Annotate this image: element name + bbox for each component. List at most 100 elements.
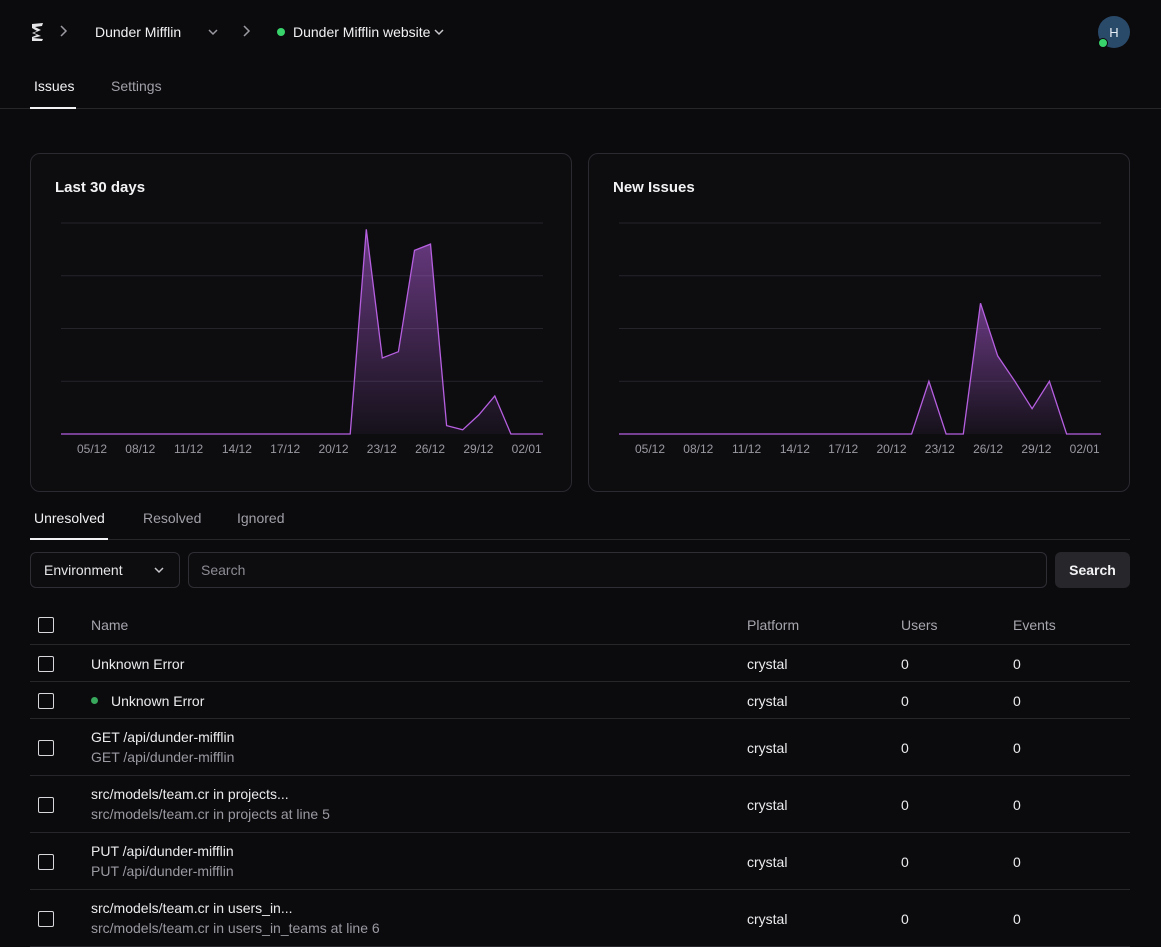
issue-status-tabs: Unresolved Resolved Ignored	[30, 500, 1130, 540]
issue-users: 0	[901, 656, 909, 672]
x-tick-label: 29/12	[463, 442, 493, 456]
table-row[interactable]: src/models/team.cr in users_in... src/mod…	[30, 890, 1130, 947]
x-tick-label: 20/12	[318, 442, 348, 456]
issue-name[interactable]: src/models/team.cr in users_in...	[91, 900, 293, 916]
issues-table: Name Platform Users Events Unknown Error…	[30, 605, 1130, 947]
project-chevron-down-icon	[434, 29, 445, 36]
x-tick-label: 05/12	[77, 442, 107, 456]
row-checkbox[interactable]	[38, 911, 54, 927]
x-tick-label: 05/12	[635, 442, 665, 456]
issue-name[interactable]: src/models/team.cr in projects...	[91, 786, 289, 802]
issue-platform: crystal	[747, 911, 788, 927]
issue-location: GET /api/dunder-mifflin	[91, 749, 235, 765]
row-checkbox[interactable]	[38, 693, 54, 709]
table-row[interactable]: src/models/team.cr in projects... src/mod…	[30, 776, 1130, 833]
series-area	[61, 229, 543, 434]
online-status-dot	[1098, 38, 1108, 48]
issue-users: 0	[901, 693, 909, 709]
issue-platform: crystal	[747, 656, 788, 672]
series-area	[619, 303, 1101, 434]
last-30-days-card: Last 30 days 05/12 08/12 11/12 14/12 17/12 20…	[30, 153, 572, 492]
issue-events: 0	[1013, 911, 1021, 927]
tab-issues[interactable]: Issues	[34, 78, 75, 94]
table-row[interactable]: Unknown Error crystal 0 0	[30, 682, 1130, 719]
issue-events: 0	[1013, 854, 1021, 870]
issue-events: 0	[1013, 693, 1021, 709]
issue-name[interactable]: Unknown Error	[111, 693, 205, 709]
issue-platform: crystal	[747, 797, 788, 813]
column-header-platform: Platform	[747, 617, 800, 633]
active-tab-indicator	[30, 107, 76, 109]
issue-users: 0	[901, 740, 909, 756]
x-tick-label: 23/12	[925, 442, 955, 456]
table-row[interactable]: Unknown Error crystal 0 0	[30, 645, 1130, 682]
row-checkbox[interactable]	[38, 854, 54, 870]
column-header-users: Users	[901, 617, 938, 633]
issue-users: 0	[901, 911, 909, 927]
x-tick-label: 08/12	[125, 442, 155, 456]
card-title: Last 30 days	[55, 179, 146, 196]
x-tick-label: 11/12	[732, 442, 761, 456]
select-all-checkbox[interactable]	[38, 617, 54, 633]
project-name: Dunder Mifflin website	[293, 24, 431, 40]
issue-location: src/models/team.cr in projects at line 5	[91, 806, 330, 822]
x-tick-label: 02/01	[1070, 442, 1100, 456]
tab-unresolved[interactable]: Unresolved	[34, 510, 105, 526]
environment-select-label: Environment	[44, 562, 123, 578]
issue-events: 0	[1013, 740, 1021, 756]
x-tick-label: 14/12	[780, 442, 810, 456]
x-tick-label: 08/12	[683, 442, 713, 456]
column-header-name: Name	[91, 617, 129, 633]
x-tick-label: 17/12	[828, 442, 858, 456]
last-30-days-chart: 05/12 08/12 11/12 14/12 17/12 20/12 23/12 26/12…	[61, 222, 543, 456]
series-line	[61, 229, 543, 435]
table-body: Unknown Error crystal 0 0 Unknown Error cryst…	[30, 645, 1130, 947]
row-checkbox[interactable]	[38, 797, 54, 813]
issue-events: 0	[1013, 797, 1021, 813]
breadcrumb-chevron-icon	[243, 25, 251, 37]
x-tick-label: 20/12	[876, 442, 906, 456]
issue-platform: crystal	[747, 854, 788, 870]
issue-name[interactable]: GET /api/dunder-mifflin	[91, 729, 235, 745]
card-title: New Issues	[613, 179, 695, 196]
project-status-dot	[277, 28, 285, 36]
x-tick-label: 23/12	[367, 442, 397, 456]
tab-settings[interactable]: Settings	[111, 78, 162, 94]
issue-users: 0	[901, 854, 909, 870]
x-tick-label: 11/12	[174, 442, 203, 456]
search-input[interactable]	[188, 552, 1047, 588]
project-switcher[interactable]: Dunder Mifflin website	[277, 24, 446, 40]
x-tick-label: 29/12	[1021, 442, 1051, 456]
org-name[interactable]: Dunder Mifflin	[95, 24, 182, 40]
app-logo-icon[interactable]	[29, 22, 47, 42]
issue-platform: crystal	[747, 740, 788, 756]
main-tabs: Issues Settings	[0, 64, 1161, 109]
active-subtab-indicator	[30, 538, 108, 540]
breadcrumb-chevron-icon	[60, 25, 68, 37]
row-checkbox[interactable]	[38, 656, 54, 672]
chevron-down-icon	[154, 567, 164, 574]
x-tick-label: 02/01	[512, 442, 542, 456]
tab-resolved[interactable]: Resolved	[143, 510, 202, 526]
environment-select[interactable]: Environment	[30, 552, 180, 588]
issue-users: 0	[901, 797, 909, 813]
x-tick-label: 26/12	[973, 442, 1003, 456]
new-issues-chart: 05/12 08/12 11/12 14/12 17/12 20/12 23/12 26/12…	[619, 222, 1101, 456]
issue-platform: crystal	[747, 693, 788, 709]
issue-location: src/models/team.cr in users_in_teams at …	[91, 920, 380, 936]
row-checkbox[interactable]	[38, 740, 54, 756]
table-row[interactable]: PUT /api/dunder-mifflin PUT /api/dunder-m…	[30, 833, 1130, 890]
issue-events: 0	[1013, 656, 1021, 672]
tab-ignored[interactable]: Ignored	[237, 510, 285, 526]
top-bar: Dunder Mifflin Dunder Mifflin website H	[0, 0, 1161, 64]
issue-location: PUT /api/dunder-mifflin	[91, 863, 234, 879]
x-tick-label: 17/12	[270, 442, 300, 456]
issue-name[interactable]: PUT /api/dunder-mifflin	[91, 843, 234, 859]
search-button[interactable]: Search	[1055, 552, 1130, 588]
new-issues-card: New Issues 05/12 08/12 11/12 14/12 17/12 20/1…	[588, 153, 1130, 492]
org-switcher-chevron-down-icon[interactable]	[206, 26, 220, 38]
table-row[interactable]: GET /api/dunder-mifflin GET /api/dunder-m…	[30, 719, 1130, 776]
series-line	[619, 302, 1101, 435]
issue-name[interactable]: Unknown Error	[91, 656, 185, 672]
column-header-events: Events	[1013, 617, 1056, 633]
